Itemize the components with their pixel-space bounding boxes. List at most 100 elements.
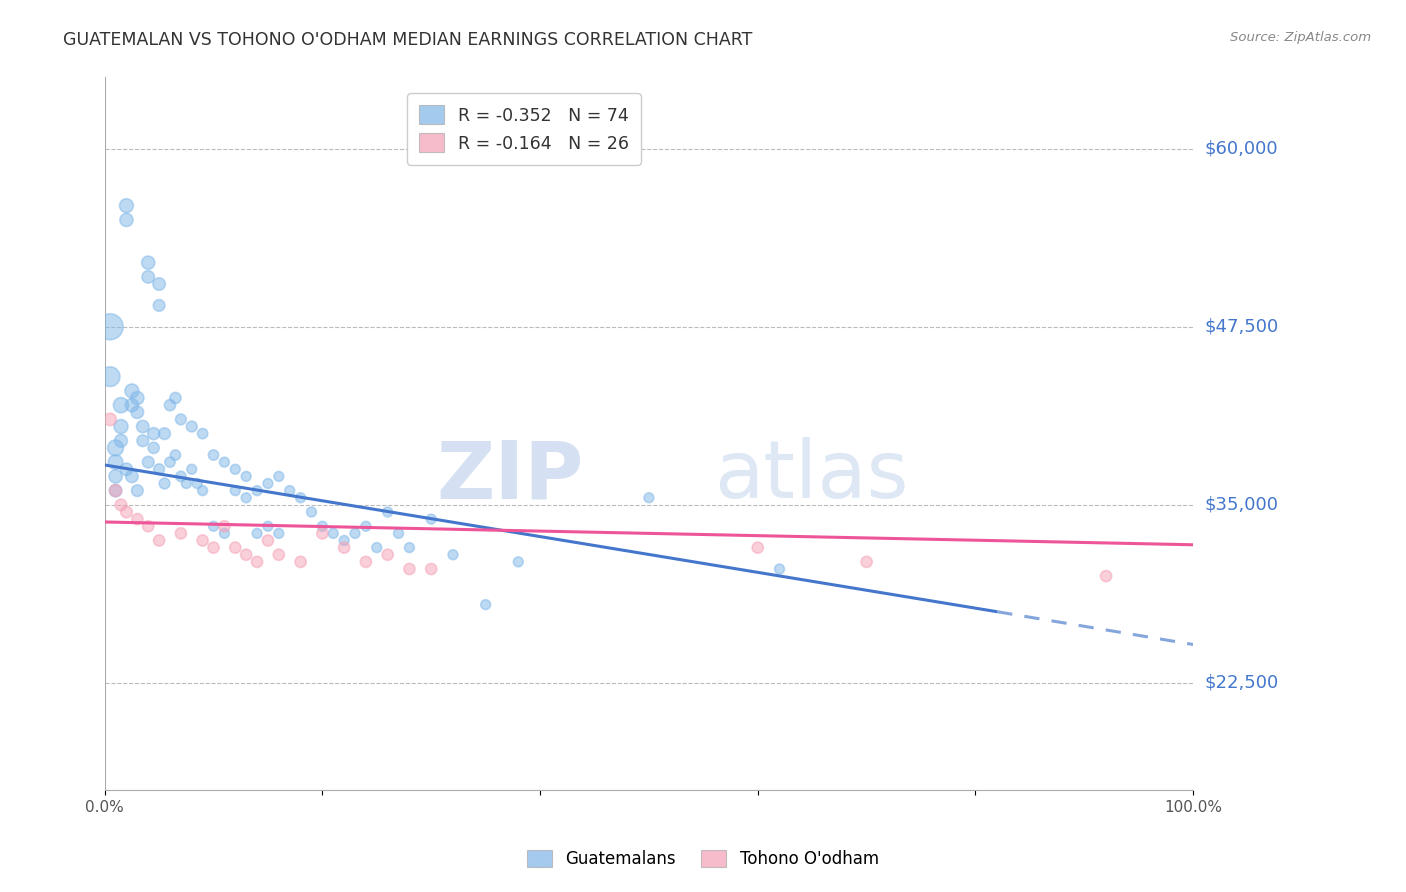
Point: [104, 483, 127, 498]
Point: [354, 555, 377, 569]
Point: [98, 369, 121, 384]
Point: [246, 483, 269, 498]
Point: [180, 462, 202, 476]
Point: [121, 469, 143, 483]
Point: [474, 598, 496, 612]
Point: [136, 519, 159, 533]
Point: [278, 483, 301, 498]
Point: [153, 476, 176, 491]
Text: atlas: atlas: [714, 437, 908, 516]
Point: [115, 462, 138, 476]
Point: [170, 526, 193, 541]
Point: [257, 476, 280, 491]
Point: [224, 483, 246, 498]
Point: [98, 412, 121, 426]
Point: [115, 505, 138, 519]
Point: [136, 269, 159, 284]
Point: [224, 541, 246, 555]
Point: [420, 562, 443, 576]
Text: GUATEMALAN VS TOHONO O'ODHAM MEDIAN EARNINGS CORRELATION CHART: GUATEMALAN VS TOHONO O'ODHAM MEDIAN EARN…: [63, 31, 752, 49]
Point: [165, 448, 187, 462]
Point: [165, 391, 187, 405]
Point: [180, 419, 202, 434]
Point: [235, 469, 257, 483]
Point: [127, 512, 149, 526]
Point: [104, 441, 127, 455]
Point: [176, 476, 198, 491]
Point: [142, 441, 165, 455]
Text: Source: ZipAtlas.com: Source: ZipAtlas.com: [1230, 31, 1371, 45]
Point: [191, 426, 214, 441]
Point: [267, 548, 290, 562]
Point: [127, 391, 149, 405]
Point: [159, 398, 181, 412]
Text: $60,000: $60,000: [1205, 140, 1278, 158]
Text: $22,500: $22,500: [1205, 674, 1278, 692]
Point: [246, 526, 269, 541]
Point: [132, 434, 155, 448]
Point: [246, 555, 269, 569]
Legend: R = -0.352   N = 74, R = -0.164   N = 26: R = -0.352 N = 74, R = -0.164 N = 26: [408, 94, 641, 165]
Point: [98, 319, 121, 334]
Legend: Guatemalans, Tohono O'odham: Guatemalans, Tohono O'odham: [520, 843, 886, 875]
Point: [153, 426, 176, 441]
Point: [257, 533, 280, 548]
Point: [311, 519, 333, 533]
Point: [267, 526, 290, 541]
Point: [768, 562, 790, 576]
Point: [127, 405, 149, 419]
Point: [267, 469, 290, 483]
Point: [214, 526, 236, 541]
Point: [148, 298, 170, 312]
Point: [202, 448, 225, 462]
Point: [170, 412, 193, 426]
Point: [170, 469, 193, 483]
Point: [121, 384, 143, 398]
Text: $47,500: $47,500: [1205, 318, 1278, 335]
Point: [186, 476, 208, 491]
Point: [214, 455, 236, 469]
Point: [148, 533, 170, 548]
Point: [366, 541, 388, 555]
Point: [224, 462, 246, 476]
Point: [132, 419, 155, 434]
Point: [159, 455, 181, 469]
Point: [148, 277, 170, 291]
Point: [110, 434, 132, 448]
Point: [121, 398, 143, 412]
Point: [377, 548, 399, 562]
Point: [104, 483, 127, 498]
Point: [104, 455, 127, 469]
Point: [441, 548, 464, 562]
Text: ZIP: ZIP: [436, 437, 583, 516]
Point: [115, 213, 138, 227]
Point: [333, 533, 356, 548]
Point: [257, 519, 280, 533]
Point: [202, 541, 225, 555]
Point: [214, 519, 236, 533]
Point: [191, 533, 214, 548]
Point: [235, 548, 257, 562]
Text: $35,000: $35,000: [1205, 496, 1278, 514]
Point: [1095, 569, 1118, 583]
Point: [508, 555, 530, 569]
Point: [387, 526, 409, 541]
Point: [235, 491, 257, 505]
Point: [104, 469, 127, 483]
Point: [142, 426, 165, 441]
Point: [136, 455, 159, 469]
Point: [855, 555, 877, 569]
Point: [148, 462, 170, 476]
Point: [110, 498, 132, 512]
Point: [191, 483, 214, 498]
Point: [354, 519, 377, 533]
Point: [301, 505, 323, 519]
Point: [398, 562, 420, 576]
Point: [377, 505, 399, 519]
Point: [110, 419, 132, 434]
Point: [202, 519, 225, 533]
Point: [311, 526, 333, 541]
Point: [136, 255, 159, 269]
Point: [398, 541, 420, 555]
Point: [290, 491, 312, 505]
